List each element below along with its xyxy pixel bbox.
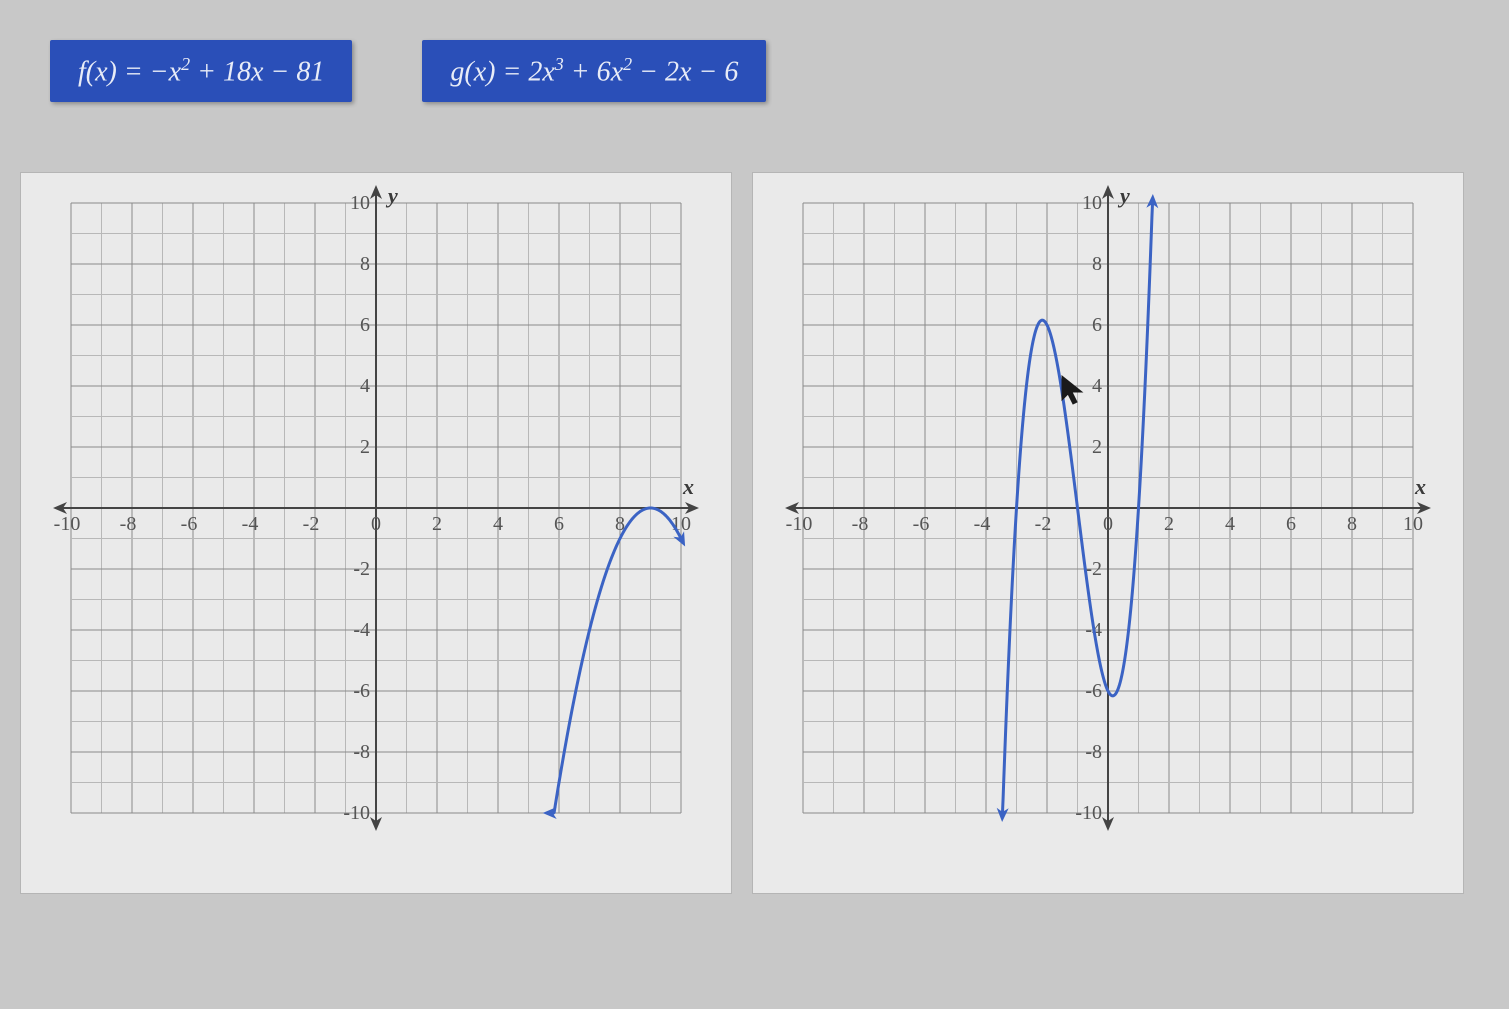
svg-text:10: 10 <box>1082 192 1102 214</box>
svg-text:4: 4 <box>493 513 503 535</box>
equation-f-box[interactable]: f(x) = −x2 + 18x − 81 <box>50 40 352 102</box>
svg-text:2: 2 <box>360 436 370 458</box>
svg-text:6: 6 <box>360 314 370 336</box>
cursor-icon <box>1060 374 1088 408</box>
svg-text:-2: -2 <box>1035 513 1052 535</box>
svg-text:-10: -10 <box>343 802 370 824</box>
svg-text:-4: -4 <box>353 619 370 641</box>
chart-g-svg[interactable]: -10-8-6-4-20246810-10-8-6-4-2246810xy <box>763 183 1453 883</box>
svg-text:-8: -8 <box>353 741 370 763</box>
svg-text:8: 8 <box>360 253 370 275</box>
svg-text:-2: -2 <box>303 513 320 535</box>
svg-text:4: 4 <box>1225 513 1235 535</box>
svg-text:0: 0 <box>1103 513 1113 535</box>
svg-text:8: 8 <box>1092 253 1102 275</box>
chart-f-svg[interactable]: -10-8-6-4-20246810-10-8-6-4-2246810xy <box>31 183 721 883</box>
svg-text:-10: -10 <box>786 513 813 535</box>
chart-g-container: -10-8-6-4-20246810-10-8-6-4-2246810xy <box>752 172 1464 894</box>
svg-text:2: 2 <box>1092 436 1102 458</box>
svg-text:-8: -8 <box>1085 741 1102 763</box>
svg-text:-8: -8 <box>852 513 869 535</box>
svg-text:4: 4 <box>1092 375 1102 397</box>
svg-text:-8: -8 <box>120 513 137 535</box>
equation-g-box[interactable]: g(x) = 2x3 + 6x2 − 2x − 6 <box>422 40 766 102</box>
svg-text:-2: -2 <box>353 558 370 580</box>
chart-f-container: -10-8-6-4-20246810-10-8-6-4-2246810xy <box>20 172 732 894</box>
svg-text:-4: -4 <box>242 513 259 535</box>
svg-text:6: 6 <box>554 513 564 535</box>
svg-text:-6: -6 <box>353 680 370 702</box>
svg-text:10: 10 <box>350 192 370 214</box>
svg-text:-2: -2 <box>1085 558 1102 580</box>
svg-text:10: 10 <box>1403 513 1423 535</box>
svg-text:8: 8 <box>1347 513 1357 535</box>
svg-text:-6: -6 <box>913 513 930 535</box>
svg-text:y: y <box>385 183 398 208</box>
svg-text:-10: -10 <box>54 513 81 535</box>
svg-text:6: 6 <box>1286 513 1296 535</box>
svg-text:2: 2 <box>1164 513 1174 535</box>
svg-text:2: 2 <box>432 513 442 535</box>
svg-text:-10: -10 <box>1075 802 1102 824</box>
svg-text:-6: -6 <box>1085 680 1102 702</box>
svg-text:-6: -6 <box>181 513 198 535</box>
svg-text:x: x <box>1414 474 1426 499</box>
svg-text:0: 0 <box>371 513 381 535</box>
svg-text:y: y <box>1117 183 1130 208</box>
svg-text:4: 4 <box>360 375 370 397</box>
svg-text:6: 6 <box>1092 314 1102 336</box>
svg-text:x: x <box>682 474 694 499</box>
svg-text:-4: -4 <box>974 513 991 535</box>
